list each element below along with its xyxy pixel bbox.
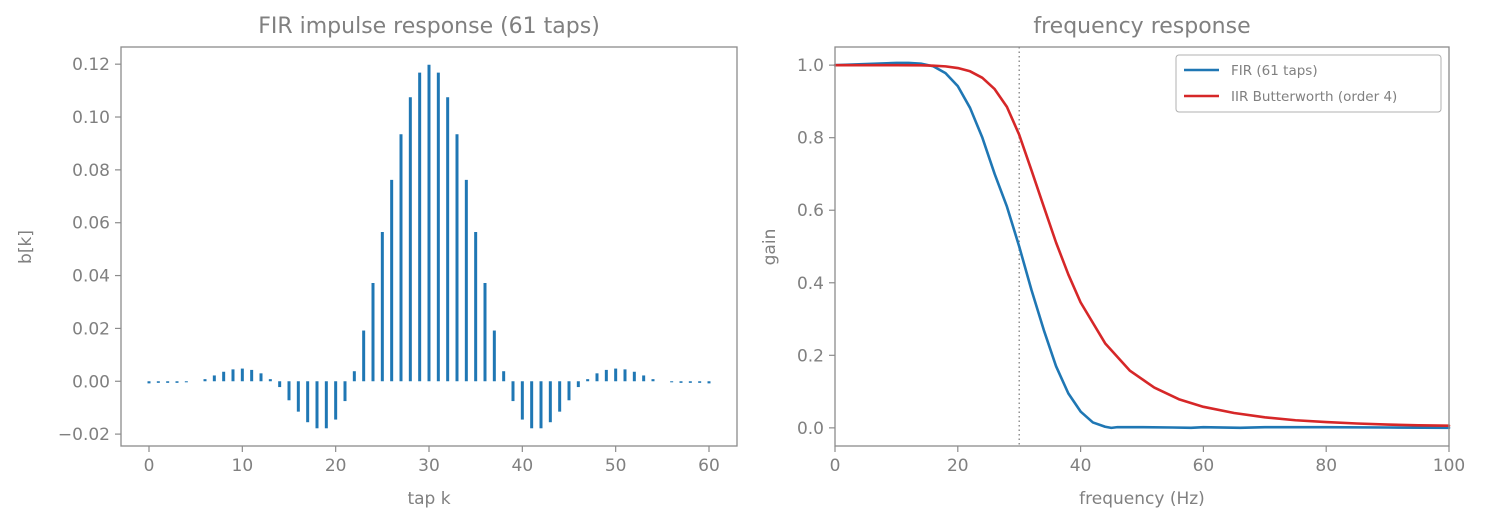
frequency-y-tick-label: 1.0: [797, 56, 824, 76]
impulse-y-tick-label: 0.02: [72, 319, 110, 339]
impulse-x-tick-label: 40: [512, 456, 534, 476]
impulse-x-axis-label: tap k: [407, 489, 450, 509]
legend-label-fir: FIR (61 taps): [1231, 63, 1318, 79]
legend-label-iir: IIR Butterworth (order 4): [1231, 89, 1397, 105]
frequency-x-tick-label: 40: [1070, 456, 1092, 476]
impulse-x-tick-label: 20: [325, 456, 347, 476]
frequency-plot-frame: [834, 46, 1450, 447]
impulse-y-tick-label: −0.02: [58, 425, 110, 445]
impulse-chart-title: FIR impulse response (61 taps): [258, 14, 600, 39]
frequency-x-tick-label: 20: [947, 456, 969, 476]
impulse-y-axis-label: b[k]: [16, 230, 36, 264]
impulse-y-tick-label: 0.12: [72, 55, 110, 75]
impulse-y-tick-label: 0.04: [72, 267, 110, 287]
impulse-response-panel: FIR impulse response (61 taps) 0 10 20 30 40…: [16, 14, 738, 509]
impulse-x-ticks: 0 10 20 30 40 50 60: [144, 446, 720, 476]
impulse-x-tick-label: 10: [232, 456, 254, 476]
frequency-x-ticks: 0 20 40 60 80 100: [830, 446, 1465, 476]
impulse-x-tick-label: 0: [144, 456, 155, 476]
impulse-x-tick-label: 50: [605, 456, 627, 476]
impulse-stems: [147, 64, 711, 429]
impulse-x-tick-label: 60: [698, 456, 720, 476]
frequency-y-tick-label: 0.8: [797, 129, 824, 149]
frequency-x-tick-label: 100: [1433, 456, 1465, 476]
frequency-y-tick-label: 0.4: [797, 274, 824, 294]
frequency-y-tick-label: 0.2: [797, 346, 824, 366]
frequency-x-tick-label: 60: [1193, 456, 1215, 476]
impulse-y-ticks: −0.02 0.00 0.02 0.04 0.06 0.08 0.10 0.12: [58, 55, 121, 445]
legend-box: [1175, 54, 1442, 113]
iir-response-line: [833, 63, 1451, 427]
impulse-x-tick-label: 30: [418, 456, 440, 476]
frequency-y-tick-label: 0.0: [797, 419, 824, 439]
frequency-response-panel: frequency response 0 20 40 60 80 100 0.00.20.…: [760, 14, 1465, 509]
frequency-x-tick-label: 80: [1315, 456, 1337, 476]
frequency-series-lines: [833, 61, 1451, 430]
frequency-x-tick-label: 0: [830, 456, 841, 476]
frequency-x-axis-label: frequency (Hz): [1079, 489, 1205, 509]
frequency-chart-title: frequency response: [1033, 14, 1250, 39]
frequency-y-tick-label: 0.6: [797, 201, 824, 221]
impulse-y-tick-label: 0.10: [72, 108, 110, 128]
frequency-y-axis-label: gain: [760, 229, 780, 266]
legend: FIR (61 taps) IIR Butterworth (order 4): [1175, 54, 1442, 113]
frequency-y-ticks: 0.0 0.2 0.4 0.6 0.8 1.0: [797, 56, 835, 439]
impulse-y-tick-label: 0.08: [72, 161, 110, 181]
impulse-y-tick-label: 0.00: [72, 372, 110, 392]
fir-response-line: [833, 61, 1451, 430]
impulse-y-tick-label: 0.06: [72, 214, 110, 234]
